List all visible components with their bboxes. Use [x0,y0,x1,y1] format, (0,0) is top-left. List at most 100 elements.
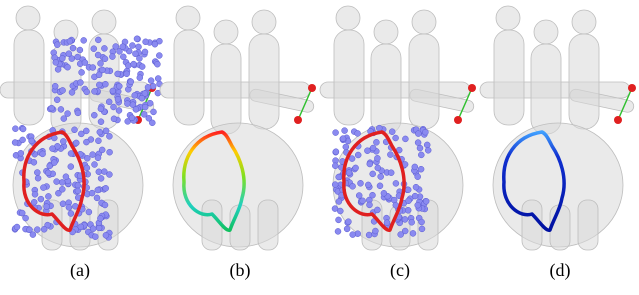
point [333,130,339,136]
point [152,41,158,47]
point [366,232,372,238]
point [75,182,81,188]
point [367,202,373,208]
point [75,110,81,116]
point [98,60,104,66]
point [129,115,135,121]
point [425,147,431,153]
point [59,179,65,185]
panel-label: (a) [70,260,90,281]
point [139,95,145,101]
point [102,56,108,62]
point [86,209,92,215]
point [405,187,411,193]
point [336,174,342,180]
point [31,199,37,205]
point [102,81,108,87]
point [94,195,100,201]
point [364,148,370,154]
point [355,152,361,158]
point [20,137,26,143]
point [409,219,415,225]
point [34,227,40,233]
point [82,60,88,66]
point [34,170,40,176]
point [136,44,142,50]
point [60,201,66,207]
point [154,61,160,67]
point [115,71,121,77]
point [68,164,74,170]
point [79,69,85,75]
point [131,61,137,67]
point [387,152,393,158]
point [406,198,412,204]
point [54,179,60,185]
point [332,206,338,212]
point [92,234,98,240]
point [356,193,362,199]
panel-label: (d) [550,260,571,281]
point [97,129,103,135]
point [98,106,104,112]
point [132,92,138,98]
point [344,226,350,232]
point [139,64,145,70]
point [96,169,102,175]
point [98,119,104,125]
point [84,89,90,95]
point [151,109,157,115]
point [370,192,376,198]
point [417,145,423,151]
point [353,165,359,171]
point [60,87,66,93]
point [68,151,74,157]
point [115,96,121,102]
point [109,54,115,60]
point [350,232,356,238]
point [424,142,430,148]
point [398,232,404,238]
point [412,164,418,170]
point [342,128,348,134]
point [84,165,90,171]
point [45,193,51,199]
point [54,42,60,48]
point [355,130,361,136]
point [120,44,126,50]
point [370,171,376,177]
point [345,219,351,225]
panel-b: (b) [160,6,316,281]
point [61,116,67,122]
point [142,104,148,110]
point [54,97,60,103]
point [18,150,24,156]
point [336,199,342,205]
point [95,37,101,43]
point [90,65,96,71]
point [124,71,130,77]
point [350,183,356,189]
point [29,138,35,144]
point [77,47,83,53]
point [374,155,380,161]
point [92,162,98,168]
point [32,191,38,197]
point [422,129,428,135]
point [389,129,395,135]
point [128,79,134,85]
point [103,232,109,238]
point [418,152,424,158]
point [27,227,33,233]
point [40,151,46,157]
point [92,88,98,94]
point [89,190,95,196]
point [419,226,425,232]
point [103,128,109,134]
point [405,207,411,213]
point [332,182,338,188]
point [65,111,71,117]
point [111,116,117,122]
point [402,136,408,142]
point [415,202,421,208]
